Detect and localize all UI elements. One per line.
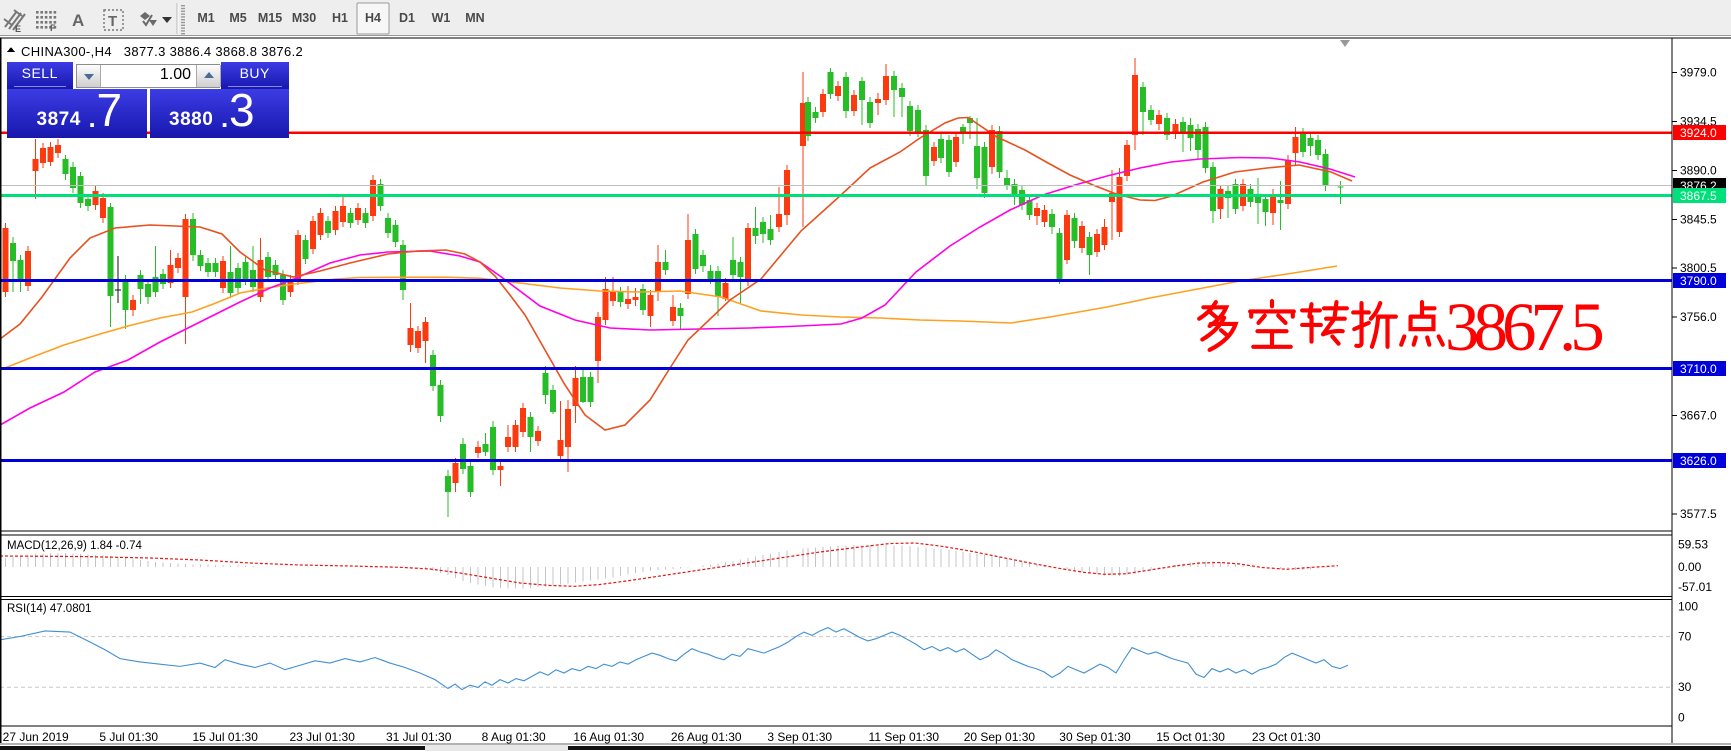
svg-text:30: 30 [1678,680,1692,694]
svg-text:8 Aug 01:30: 8 Aug 01:30 [482,730,546,744]
svg-text:20 Sep 01:30: 20 Sep 01:30 [964,730,1036,744]
svg-text:F: F [50,23,56,33]
svg-text:3867.5: 3867.5 [1680,189,1717,203]
svg-text:30 Sep 01:30: 30 Sep 01:30 [1059,730,1131,744]
svg-text:3924.0: 3924.0 [1680,126,1717,140]
svg-text:59.53: 59.53 [1678,537,1708,551]
svg-text:3934.5: 3934.5 [1680,115,1717,129]
svg-text:0: 0 [1678,710,1685,724]
svg-text:3800.5: 3800.5 [1680,261,1717,275]
svg-text:27 Jun 2019: 27 Jun 2019 [3,730,69,744]
svg-text:T: T [108,13,117,30]
svg-text:0.00: 0.00 [1678,560,1702,574]
svg-text:3845.5: 3845.5 [1680,212,1717,226]
svg-text:15 Oct 01:30: 15 Oct 01:30 [1156,730,1225,744]
svg-text:15 Jul 01:30: 15 Jul 01:30 [193,730,259,744]
svg-text:3890.0: 3890.0 [1680,164,1717,178]
svg-text:3756.0: 3756.0 [1680,310,1717,324]
svg-text:3979.0: 3979.0 [1680,66,1717,80]
svg-text:RSI(14) 47.0801: RSI(14) 47.0801 [7,603,91,615]
svg-text:3 Sep 01:30: 3 Sep 01:30 [767,730,832,744]
svg-text:26 Aug 01:30: 26 Aug 01:30 [671,730,742,744]
svg-text:3867.5: 3867.5 [1445,289,1602,365]
svg-text:3790.0: 3790.0 [1680,274,1717,288]
svg-text:3667.0: 3667.0 [1680,409,1717,423]
svg-text:3710.0: 3710.0 [1680,362,1717,376]
svg-text:100: 100 [1678,600,1698,614]
svg-text:A: A [72,11,84,30]
svg-text:31 Jul 01:30: 31 Jul 01:30 [386,730,452,744]
svg-text:3577.5: 3577.5 [1680,507,1717,521]
svg-text:23 Oct 01:30: 23 Oct 01:30 [1252,730,1321,744]
svg-text:11 Sep 01:30: 11 Sep 01:30 [869,730,940,744]
svg-text:E: E [15,24,21,34]
svg-text:CHINA300-,H4 3877.3 3886.4 3: CHINA300-,H4 3877.3 3886.4 3868.8 3876.2 [21,44,303,59]
svg-text:-57.01: -57.01 [1678,580,1712,594]
svg-text:23 Jul 01:30: 23 Jul 01:30 [290,730,356,744]
svg-text:MACD(12,26,9) 1.84 -0.74: MACD(12,26,9) 1.84 -0.74 [7,540,142,552]
svg-text:16 Aug 01:30: 16 Aug 01:30 [573,730,644,744]
svg-text:70: 70 [1678,630,1692,644]
svg-text:3626.0: 3626.0 [1680,454,1717,468]
svg-text:5 Jul 01:30: 5 Jul 01:30 [99,730,158,744]
